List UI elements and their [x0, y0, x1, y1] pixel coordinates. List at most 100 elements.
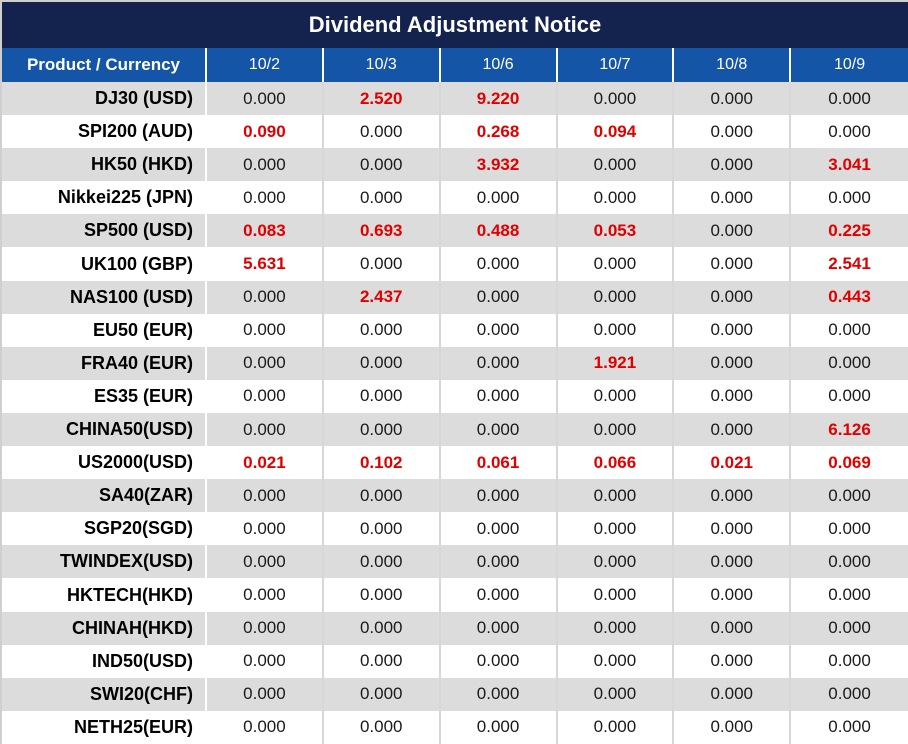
value-cell: 0.069 — [828, 452, 871, 472]
value-cell: 0.021 — [674, 446, 792, 480]
value-cell: 0.000 — [324, 644, 441, 678]
value-cell: 0.066 — [558, 446, 675, 480]
table-row: NETH25(EUR) 0.000 0.000 0.000 0.000 0.000 0.00… — [2, 710, 908, 744]
table-row: FRA40 (EUR) 0.000 0.000 0.000 1.921 0.000 0.00… — [2, 346, 908, 380]
table-row: CHINAH(HKD) 0.000 0.000 0.000 0.000 0.000 0.00… — [2, 611, 908, 645]
table-row: IND50(USD) 0.000 0.000 0.000 0.000 0.000 0.000 — [2, 644, 908, 678]
value-cell: 0.000 — [674, 479, 792, 513]
value-cell: 0.000 — [207, 280, 324, 314]
value-cell: 0.000 — [207, 181, 324, 215]
value-cell: 0.000 — [441, 247, 558, 281]
value-cell: 0.000 — [324, 346, 441, 380]
value-cell: 0.000 — [558, 280, 675, 314]
product-cell: ES35 (EUR) — [2, 379, 207, 413]
product-cell: EU50 (EUR) — [2, 313, 207, 347]
product-cell: NAS100 (USD) — [2, 280, 207, 314]
value-cell: 0.000 — [324, 148, 441, 182]
value-cell: 0.000 — [674, 412, 792, 447]
value-cell: 0.000 — [207, 346, 324, 380]
product-cell: TWINDEX(USD) — [2, 545, 207, 579]
value-cell: 0.000 — [558, 412, 675, 447]
value-cell: 0.000 — [674, 578, 792, 612]
value-cell: 0.693 — [324, 214, 441, 248]
value-cell: 0.000 — [674, 181, 792, 215]
value-cell: 0.000 — [828, 518, 871, 538]
value-cell: 0.000 — [207, 412, 324, 447]
column-header-date: 10/2 — [207, 48, 324, 82]
value-cell: 0.225 — [828, 220, 871, 240]
column-header-date: 10/9 — [834, 56, 866, 73]
value-cell: 0.000 — [558, 611, 675, 645]
table-row: SA40(ZAR) 0.000 0.000 0.000 0.000 0.000 0.000 — [2, 479, 908, 513]
value-cell: 0.000 — [828, 717, 871, 737]
value-cell: 0.000 — [324, 611, 441, 645]
value-cell: 6.126 — [828, 419, 871, 439]
value-cell: 3.041 — [828, 154, 871, 174]
table-row: SGP20(SGD) 0.000 0.000 0.000 0.000 0.000 0.000 — [2, 512, 908, 546]
value-cell: 0.000 — [674, 247, 792, 281]
value-cell: 0.000 — [324, 247, 441, 281]
product-cell: CHINAH(HKD) — [2, 611, 207, 645]
value-cell: 0.000 — [441, 412, 558, 447]
product-cell: SPI200 (AUD) — [2, 115, 207, 149]
value-cell: 0.000 — [674, 280, 792, 314]
value-cell: 0.053 — [558, 214, 675, 248]
column-header-date: 10/7 — [558, 48, 675, 82]
product-cell: IND50(USD) — [2, 644, 207, 678]
table-row: NAS100 (USD) 0.000 2.437 0.000 0.000 0.000 0.4… — [2, 280, 908, 314]
value-cell: 0.000 — [441, 644, 558, 678]
value-cell: 0.000 — [324, 545, 441, 579]
value-cell: 0.000 — [441, 280, 558, 314]
value-cell: 0.000 — [441, 479, 558, 513]
value-cell: 0.000 — [441, 710, 558, 744]
value-cell: 0.000 — [674, 545, 792, 579]
value-cell: 0.000 — [558, 247, 675, 281]
value-cell: 0.443 — [828, 287, 871, 307]
value-cell: 0.000 — [828, 88, 871, 108]
value-cell: 0.000 — [207, 379, 324, 413]
value-cell: 0.000 — [207, 148, 324, 182]
value-cell: 0.000 — [441, 512, 558, 546]
product-cell: SGP20(SGD) — [2, 512, 207, 546]
value-cell: 0.000 — [558, 578, 675, 612]
table-row: CHINA50(USD) 0.000 0.000 0.000 0.000 0.000 6.1… — [2, 412, 908, 447]
table-header-row: Product / Currency 10/2 10/3 10/6 10/7 10/8 1… — [2, 48, 908, 82]
value-cell: 0.000 — [207, 644, 324, 678]
value-cell: 0.000 — [828, 485, 871, 505]
value-cell: 0.000 — [674, 644, 792, 678]
value-cell: 0.000 — [324, 379, 441, 413]
value-cell: 3.932 — [441, 148, 558, 182]
value-cell: 0.000 — [324, 479, 441, 513]
value-cell: 0.000 — [558, 545, 675, 579]
value-cell: 0.000 — [441, 545, 558, 579]
value-cell: 0.000 — [828, 618, 871, 638]
value-cell: 0.000 — [828, 551, 871, 571]
value-cell: 0.000 — [558, 479, 675, 513]
value-cell: 0.000 — [441, 578, 558, 612]
table-row: TWINDEX(USD) 0.000 0.000 0.000 0.000 0.000 0.0… — [2, 545, 908, 579]
product-cell: Nikkei225 (JPN) — [2, 181, 207, 215]
value-cell: 0.000 — [441, 181, 558, 215]
value-cell: 1.921 — [558, 346, 675, 380]
product-cell: SWI20(CHF) — [2, 677, 207, 711]
product-cell: NETH25(EUR) — [2, 710, 207, 744]
column-header-date: 10/8 — [674, 48, 792, 82]
value-cell: 5.631 — [207, 247, 324, 281]
value-cell: 0.000 — [674, 710, 792, 744]
value-cell: 2.437 — [324, 280, 441, 314]
value-cell: 0.000 — [674, 313, 792, 347]
value-cell: 0.000 — [674, 677, 792, 711]
value-cell: 0.000 — [207, 710, 324, 744]
value-cell: 0.000 — [324, 181, 441, 215]
value-cell: 0.000 — [558, 148, 675, 182]
table-row: SWI20(CHF) 0.000 0.000 0.000 0.000 0.000 0.000 — [2, 677, 908, 711]
value-cell: 0.000 — [558, 512, 675, 546]
value-cell: 0.000 — [207, 677, 324, 711]
table-row: ES35 (EUR) 0.000 0.000 0.000 0.000 0.000 0.000 — [2, 379, 908, 413]
value-cell: 0.000 — [674, 115, 792, 149]
product-cell: HK50 (HKD) — [2, 148, 207, 182]
value-cell: 0.000 — [441, 313, 558, 347]
value-cell: 0.102 — [324, 446, 441, 480]
table-row: HK50 (HKD) 0.000 0.000 3.932 0.000 0.000 3.041 — [2, 148, 908, 182]
